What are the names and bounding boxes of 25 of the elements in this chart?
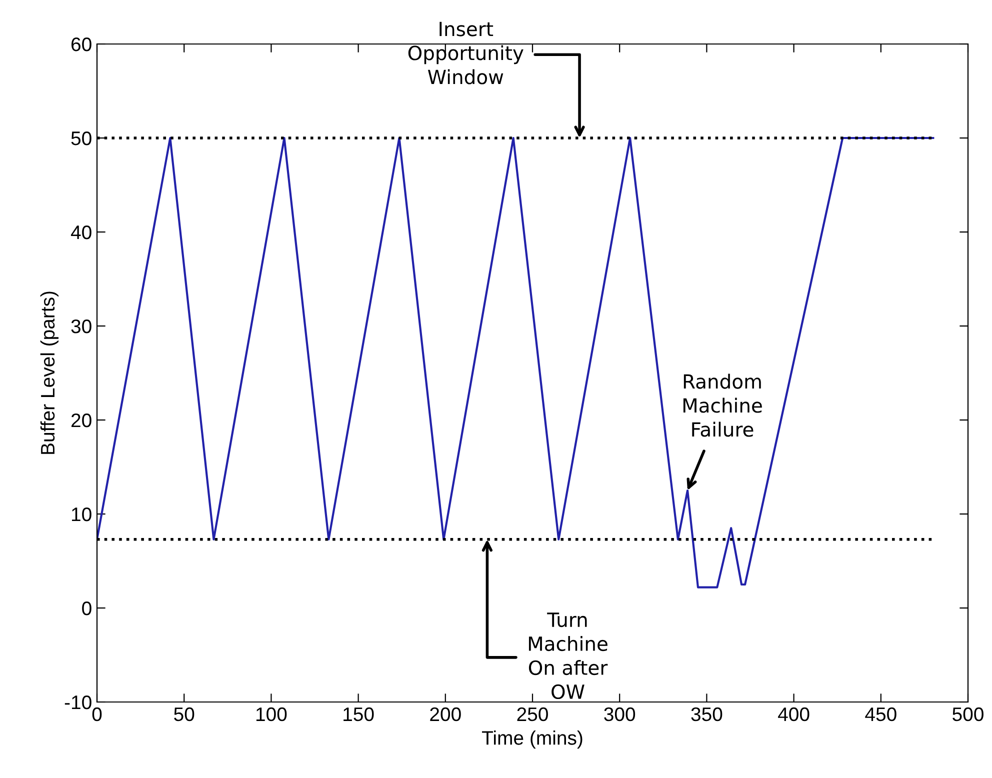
annotation: Insert Opportunity Window [408,22,524,84]
y-tick-label: -10 [64,695,92,710]
x-tick-label: 200 [430,707,461,722]
x-tick-label: 250 [517,707,548,722]
y-tick-label: 50 [71,131,92,146]
y-tick-label: 0 [82,601,92,616]
y-tick-label: 10 [72,507,92,522]
x-tick-label: 100 [256,707,287,722]
x-axis-title: Time (mins) [482,730,582,749]
x-tick-label: 450 [865,707,896,722]
x-tick-label: 350 [691,707,722,722]
y-axis-title: Buffer Level (parts) [40,292,58,454]
annotation: Random Machine Failure [683,374,762,437]
annotation: Turn Machine On after OW [528,612,608,700]
x-tick-label: 150 [344,707,374,722]
x-tick-label: 500 [952,707,984,722]
y-tick-label: 60 [72,37,92,52]
line-series [97,136,934,588]
y-tick-label: 40 [70,225,92,240]
x-tick-label: 0 [92,707,102,722]
x-tick-label: 400 [778,707,810,722]
y-tick-label: 30 [71,319,92,334]
y-tick-label: 20 [71,413,92,428]
x-tick-label: 300 [604,707,636,722]
x-tick-label: 50 [174,707,194,722]
